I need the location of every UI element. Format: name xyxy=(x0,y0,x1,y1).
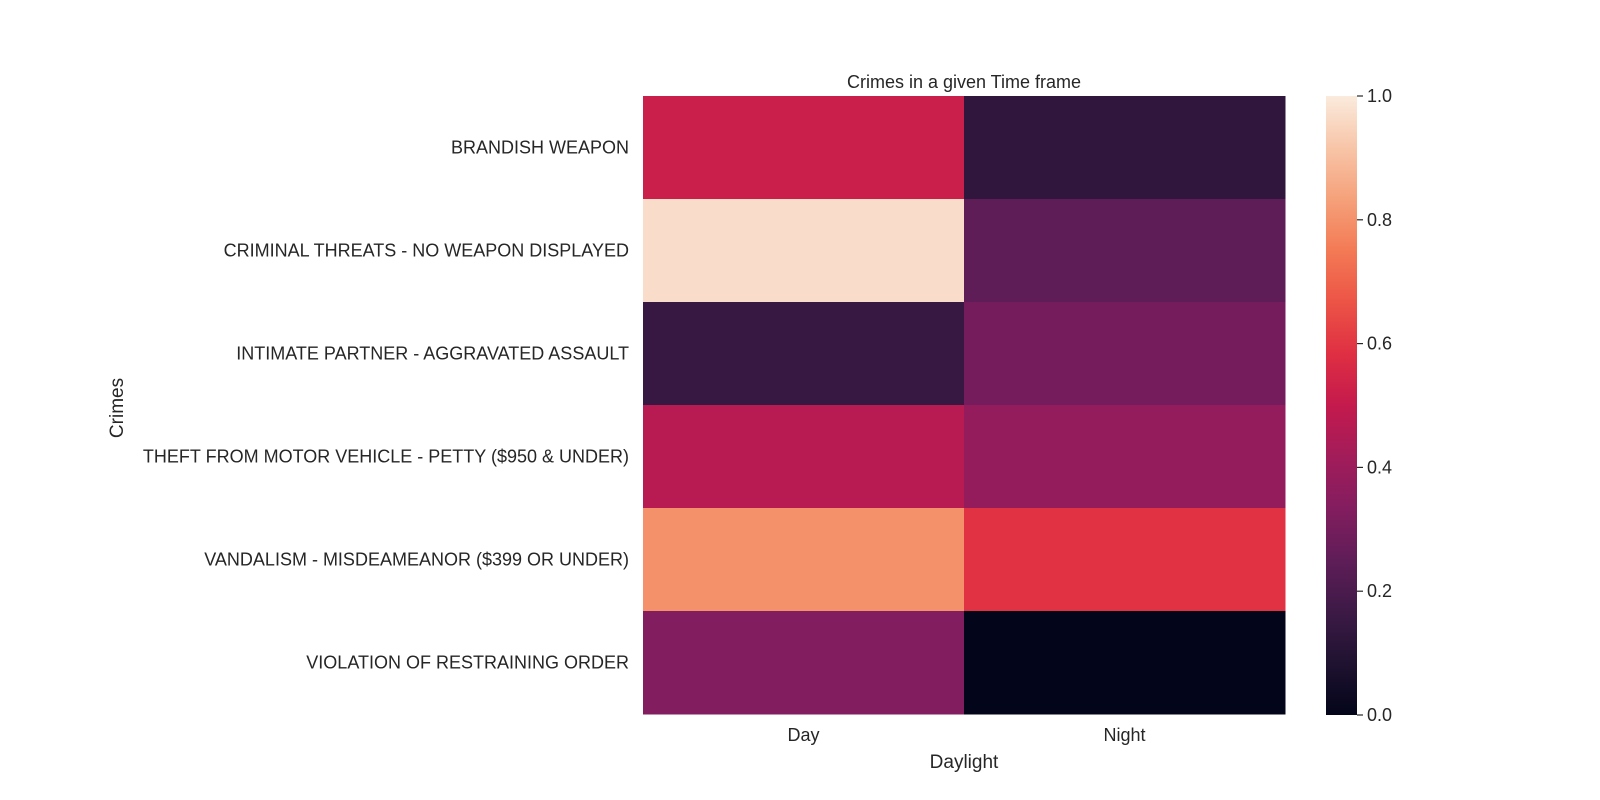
heatmap-cell xyxy=(964,96,1286,200)
x-tick-label: Night xyxy=(1103,725,1145,745)
heatmap-cell xyxy=(643,302,965,406)
colorbar: 0.0 0.2 0.4 0.6 0.8 1.0 xyxy=(1326,86,1392,725)
heatmap-cell xyxy=(643,199,965,303)
x-tick-label: Day xyxy=(787,725,819,745)
colorbar-tick-label: 0.2 xyxy=(1367,581,1392,601)
heatmap-cell xyxy=(964,199,1286,303)
colorbar-tick-label: 0.0 xyxy=(1367,705,1392,725)
y-axis-label: Crimes xyxy=(107,378,128,438)
x-axis-label: Daylight xyxy=(930,752,999,773)
x-tick-labels: Day Night xyxy=(787,725,1145,745)
heatmap-cell xyxy=(964,302,1286,406)
colorbar-gradient xyxy=(1326,96,1357,715)
heatmap-cell xyxy=(643,611,965,715)
colorbar-ticks: 0.0 0.2 0.4 0.6 0.8 1.0 xyxy=(1357,86,1392,725)
chart-title: Crimes in a given Time frame xyxy=(847,72,1081,92)
y-tick-label: VANDALISM - MISDEAMEANOR ($399 OR UNDER) xyxy=(204,550,629,570)
y-tick-labels: BRANDISH WEAPON CRIMINAL THREATS - NO WEA… xyxy=(143,138,629,673)
colorbar-tick-label: 0.4 xyxy=(1367,457,1392,477)
heatmap-cell xyxy=(643,96,965,200)
heatmap-cell xyxy=(643,405,965,509)
y-tick-label: CRIMINAL THREATS - NO WEAPON DISPLAYED xyxy=(224,241,629,261)
y-tick-label: VIOLATION OF RESTRAINING ORDER xyxy=(306,653,629,673)
y-tick-label: BRANDISH WEAPON xyxy=(451,138,629,158)
y-tick-label: INTIMATE PARTNER - AGGRAVATED ASSAULT xyxy=(236,344,629,364)
y-tick-label: THEFT FROM MOTOR VEHICLE - PETTY ($950 &… xyxy=(143,447,629,467)
colorbar-tick-label: 0.6 xyxy=(1367,334,1392,354)
heatmap-cell xyxy=(964,405,1286,509)
heatmap-cells xyxy=(643,96,1286,715)
heatmap-cell xyxy=(643,508,965,612)
heatmap-cell xyxy=(964,508,1286,612)
colorbar-tick-label: 1.0 xyxy=(1367,86,1392,106)
heatmap-cell xyxy=(964,611,1286,715)
colorbar-tick-label: 0.8 xyxy=(1367,210,1392,230)
